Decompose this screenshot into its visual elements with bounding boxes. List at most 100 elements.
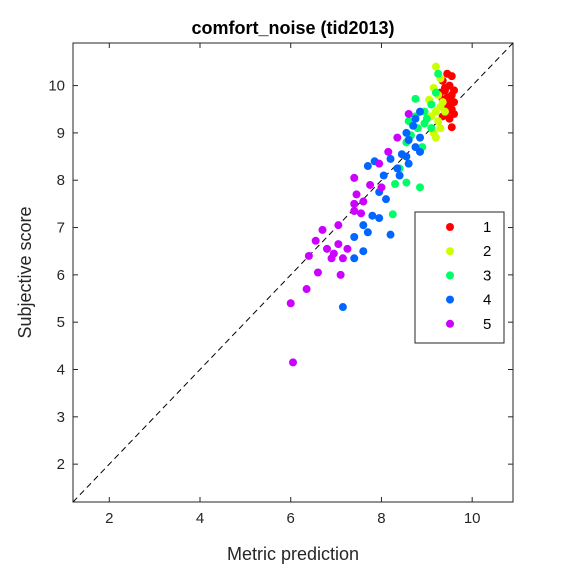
data-point-series-2 bbox=[438, 98, 447, 107]
legend-marker-4 bbox=[446, 295, 454, 304]
data-point-series-5 bbox=[359, 197, 368, 206]
y-tick-label: 2 bbox=[57, 456, 65, 473]
data-point-series-5 bbox=[334, 221, 343, 230]
data-point-series-5 bbox=[286, 299, 295, 308]
data-point-series-1 bbox=[447, 123, 456, 132]
data-point-series-1 bbox=[440, 86, 449, 95]
legend-label: 2 bbox=[483, 243, 491, 260]
data-point-series-5 bbox=[336, 270, 345, 279]
data-point-series-4 bbox=[359, 221, 368, 230]
data-point-series-5 bbox=[318, 225, 327, 234]
legend-label: 3 bbox=[483, 267, 491, 284]
y-tick-label: 8 bbox=[57, 172, 65, 189]
data-point-series-4 bbox=[409, 121, 418, 130]
data-point-series-4 bbox=[386, 230, 395, 239]
data-point-series-5 bbox=[384, 147, 393, 156]
data-point-series-5 bbox=[393, 133, 402, 142]
data-point-series-4 bbox=[416, 133, 425, 142]
axis-ticks: 2 4 6 8 10 2 3 4 5 6 7 8 9 10 bbox=[48, 43, 513, 527]
legend-label: 1 bbox=[483, 219, 491, 236]
legend: 1 2 3 4 5 bbox=[414, 211, 505, 344]
data-point-series-4 bbox=[416, 147, 425, 156]
data-point-series-4 bbox=[350, 254, 359, 263]
data-point-series-4 bbox=[338, 303, 347, 312]
data-point-series-2 bbox=[434, 117, 443, 126]
data-point-series-5 bbox=[352, 190, 361, 199]
chart-title: comfort_noise (tid2013) bbox=[191, 18, 394, 38]
data-point-series-5 bbox=[311, 236, 320, 245]
data-point-series-5 bbox=[289, 358, 297, 367]
data-point-series-4 bbox=[375, 214, 384, 223]
x-tick-label: 2 bbox=[105, 510, 113, 527]
data-point-series-4 bbox=[393, 164, 402, 173]
data-point-series-3 bbox=[427, 124, 436, 133]
data-point-series-3 bbox=[427, 100, 436, 109]
data-point-series-5 bbox=[338, 254, 347, 263]
data-point-series-1 bbox=[445, 95, 454, 104]
data-point-series-3 bbox=[434, 69, 443, 78]
data-point-series-4 bbox=[363, 162, 372, 171]
y-tick-label: 5 bbox=[57, 314, 65, 331]
data-point-series-3 bbox=[431, 88, 440, 97]
legend-box bbox=[414, 211, 505, 344]
data-point-series-4 bbox=[368, 211, 377, 220]
data-point-series-5 bbox=[377, 183, 386, 192]
y-tick-label: 10 bbox=[48, 78, 65, 95]
data-point-series-4 bbox=[402, 152, 411, 161]
legend-label: 5 bbox=[483, 316, 491, 333]
x-tick-label: 6 bbox=[287, 510, 295, 527]
data-point-series-5 bbox=[404, 109, 413, 118]
diagonal-reference-line bbox=[72, 42, 514, 503]
data-point-series-3 bbox=[416, 183, 425, 192]
x-tick-label: 8 bbox=[377, 510, 385, 527]
data-point-series-5 bbox=[313, 268, 322, 277]
data-point-series-5 bbox=[375, 159, 384, 168]
data-point-series-4 bbox=[359, 247, 368, 256]
data-point-series-3 bbox=[388, 210, 397, 219]
data-points bbox=[286, 62, 459, 367]
y-tick-label: 7 bbox=[57, 220, 65, 237]
y-tick-label: 4 bbox=[57, 362, 65, 379]
data-point-series-4 bbox=[363, 228, 372, 237]
y-tick-label: 3 bbox=[57, 409, 65, 426]
data-point-series-5 bbox=[366, 180, 375, 189]
data-point-series-2 bbox=[431, 62, 440, 71]
data-point-series-4 bbox=[395, 171, 404, 180]
data-point-series-3 bbox=[422, 114, 431, 123]
data-point-series-5 bbox=[350, 199, 359, 208]
legend-label: 4 bbox=[483, 292, 491, 309]
data-point-series-4 bbox=[381, 195, 390, 204]
data-point-series-5 bbox=[304, 251, 313, 260]
data-point-series-4 bbox=[350, 233, 359, 242]
data-point-series-4 bbox=[386, 154, 395, 163]
data-point-series-3 bbox=[391, 180, 400, 189]
legend-marker-2 bbox=[446, 247, 454, 256]
data-point-series-4 bbox=[411, 114, 420, 123]
data-point-series-4 bbox=[402, 128, 411, 137]
data-point-series-5 bbox=[350, 206, 359, 215]
data-point-series-4 bbox=[404, 136, 413, 145]
data-point-series-5 bbox=[343, 244, 352, 253]
y-tick-label: 9 bbox=[57, 125, 65, 142]
y-tick-label: 6 bbox=[57, 267, 65, 284]
data-point-series-5 bbox=[334, 240, 343, 249]
data-point-series-4 bbox=[416, 107, 425, 116]
data-point-series-2 bbox=[436, 124, 445, 133]
data-point-series-4 bbox=[404, 159, 413, 168]
y-axis-label: Subjective score bbox=[15, 206, 35, 338]
data-point-series-5 bbox=[302, 285, 311, 294]
legend-marker-1 bbox=[446, 223, 454, 231]
data-point-series-1 bbox=[447, 72, 456, 81]
data-point-series-2 bbox=[440, 107, 449, 116]
data-point-series-5 bbox=[357, 209, 366, 218]
data-point-series-5 bbox=[327, 254, 336, 263]
data-point-series-5 bbox=[323, 244, 332, 253]
data-point-series-1 bbox=[445, 114, 454, 123]
x-axis-label: Metric prediction bbox=[227, 544, 359, 564]
data-point-series-2 bbox=[431, 133, 440, 142]
data-point-series-5 bbox=[350, 173, 359, 182]
x-tick-label: 10 bbox=[464, 510, 481, 527]
x-tick-label: 4 bbox=[196, 510, 204, 527]
legend-marker-3 bbox=[446, 271, 454, 280]
